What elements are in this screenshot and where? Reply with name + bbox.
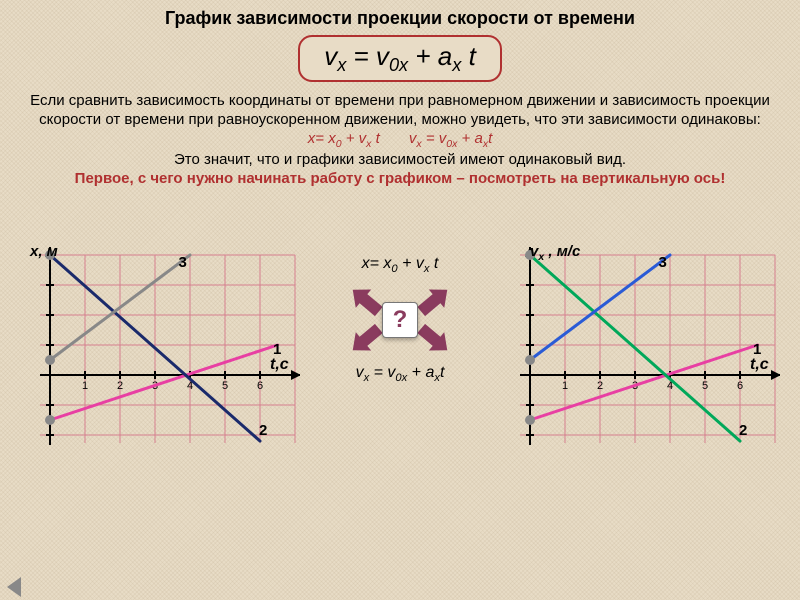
- paragraph-3: Первое, с чего нужно начинать работу с г…: [20, 170, 780, 187]
- question-box: ?: [382, 302, 418, 338]
- mid-formula-bottom: vx = v0x + axt: [356, 364, 445, 384]
- svg-text:t,с: t,с: [270, 356, 289, 373]
- formulas-line: x= x0 + vx t vx = v0x + axt: [20, 130, 780, 151]
- arrow-group: ?: [340, 280, 460, 360]
- svg-text:1: 1: [753, 341, 761, 358]
- svg-text:5: 5: [222, 380, 228, 392]
- nav-triangle-icon: [7, 577, 21, 597]
- middle-panel: x= x0 + vx t ? vx = v0x + axt: [320, 195, 480, 445]
- paragraph-1: Если сравнить зависимость координаты от …: [20, 92, 780, 130]
- svg-text:6: 6: [737, 380, 743, 392]
- svg-text:3: 3: [179, 254, 187, 271]
- svg-text:6: 6: [257, 380, 263, 392]
- main-formula-wrap: vx = v0x + ax t: [20, 35, 780, 82]
- right-chart: vx , м/с 123456t,с123: [500, 195, 780, 445]
- svg-text:2: 2: [739, 422, 747, 439]
- svg-text:2: 2: [597, 380, 603, 392]
- svg-text:2: 2: [117, 380, 123, 392]
- main-formula: vx = v0x + ax t: [298, 35, 502, 82]
- left-ylabel: x, м: [30, 243, 58, 260]
- right-chart-svg: 123456t,с123: [500, 195, 780, 445]
- right-ylabel: vx , м/с: [530, 243, 580, 263]
- left-chart-svg: 123456t,с123: [20, 195, 300, 445]
- page-title: График зависимости проекции скорости от …: [20, 8, 780, 29]
- svg-text:2: 2: [259, 422, 267, 439]
- left-chart: x, м 123456t,с123: [20, 195, 300, 445]
- svg-text:1: 1: [273, 341, 281, 358]
- mid-formula-top: x= x0 + vx t: [362, 255, 439, 275]
- svg-text:t,с: t,с: [750, 356, 769, 373]
- svg-text:5: 5: [702, 380, 708, 392]
- svg-text:3: 3: [659, 254, 667, 271]
- svg-text:1: 1: [82, 380, 88, 392]
- svg-text:1: 1: [562, 380, 568, 392]
- paragraph-2: Это значит, что и графики зависимостей и…: [20, 151, 780, 170]
